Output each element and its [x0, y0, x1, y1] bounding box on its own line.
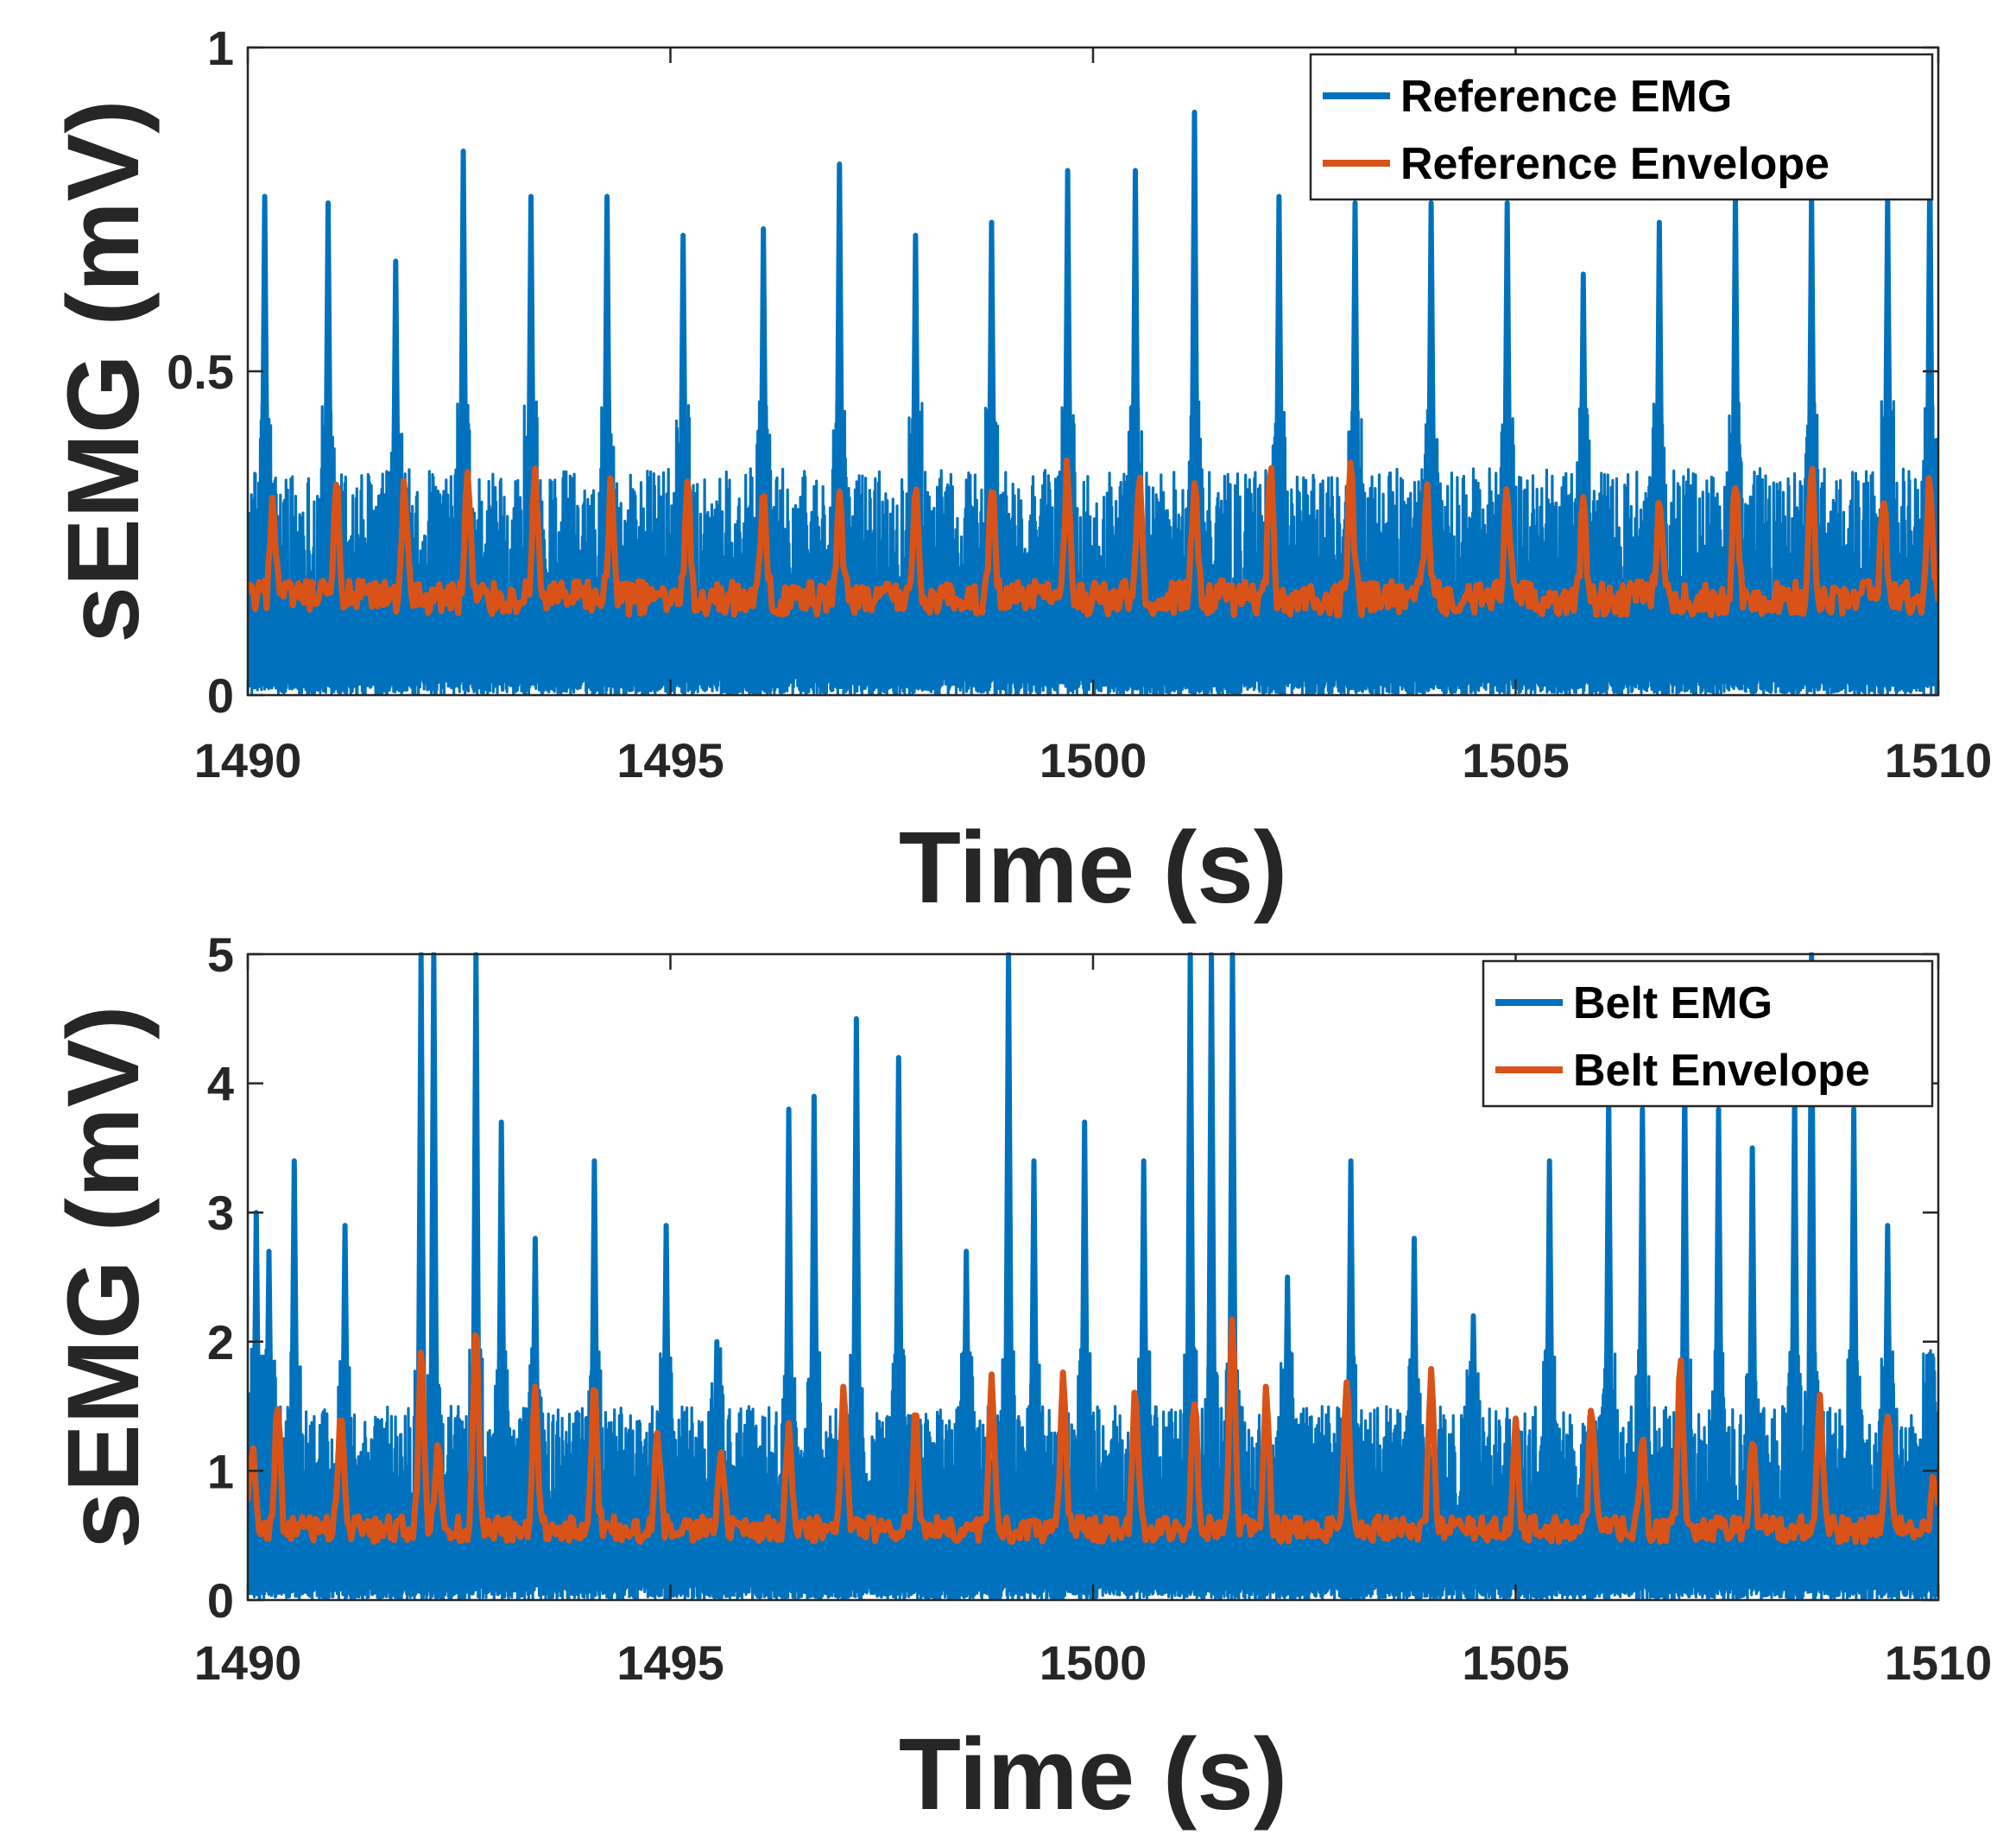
emg-peak — [960, 1249, 973, 1588]
x-tick-label: 1510 — [1885, 733, 1993, 788]
emg-peak — [1636, 1106, 1649, 1588]
emg-peak — [1746, 1145, 1759, 1588]
envelope-trace — [248, 1316, 1938, 1545]
x-tick-label: 1500 — [1040, 733, 1147, 788]
y-tick-label: 0.5 — [167, 345, 234, 399]
legend: Reference EMG Reference Envelope — [1309, 53, 1934, 201]
x-tick-label: 1505 — [1462, 733, 1570, 788]
emg-peak — [807, 1093, 820, 1588]
legend-label: Reference Envelope — [1400, 139, 1830, 189]
belt-emg-panel: 0 1 2 3 4 5 1490 1495 1500 1505 1510 Time (s) sEMG (… — [47, 927, 1992, 1831]
emg-peak — [258, 193, 271, 683]
x-tick-label: 1510 — [1885, 1635, 1993, 1690]
emg-peak — [389, 258, 402, 683]
y-tick-label: 5 — [207, 927, 234, 982]
emg-peak — [495, 1119, 508, 1588]
emg-peak — [660, 1223, 673, 1588]
x-tick-label: 1495 — [616, 733, 724, 788]
emg-peak — [322, 200, 334, 683]
legend: Belt EMG Belt Envelope — [1482, 959, 1934, 1108]
x-tick-label: 1495 — [616, 1635, 724, 1690]
emg-trace — [248, 399, 1938, 695]
emg-peak — [1467, 1313, 1480, 1588]
y-tick-label: 1 — [207, 21, 234, 75]
emg-peak — [892, 1054, 905, 1588]
envelope-trace — [248, 457, 1938, 618]
x-tick-label: 1505 — [1462, 1635, 1570, 1690]
emg-peak — [1712, 1106, 1725, 1588]
legend-box — [1482, 959, 1934, 1108]
emg-peak — [1137, 1158, 1150, 1588]
legend-label: Belt EMG — [1573, 978, 1773, 1028]
y-tick-label: 4 — [207, 1057, 234, 1111]
legend-box — [1309, 53, 1934, 201]
x-tick-label: 1490 — [194, 1635, 302, 1690]
emg-peak — [1281, 1275, 1294, 1588]
y-axis-label: sEMG (mV) — [47, 99, 161, 642]
y-tick-label: 0 — [207, 1573, 234, 1628]
emg-peak — [1848, 1106, 1861, 1588]
x-axis-label: Time (s) — [899, 811, 1287, 925]
emg-peak — [1408, 1236, 1420, 1588]
legend-label: Reference EMG — [1400, 72, 1732, 122]
emg-peak — [1027, 1158, 1040, 1588]
y-axis-label: sEMG (mV) — [47, 1005, 161, 1548]
legend-label: Belt Envelope — [1573, 1046, 1870, 1096]
emg-peak — [262, 1249, 275, 1588]
y-tick-label: 3 — [207, 1186, 234, 1240]
y-tick-label: 0 — [207, 668, 234, 723]
x-axis-label: Time (s) — [899, 1717, 1287, 1831]
emg-peak — [1543, 1158, 1556, 1588]
emg-peak — [288, 1158, 300, 1588]
x-tick-label: 1500 — [1040, 1635, 1147, 1690]
emg-peak — [850, 1015, 863, 1588]
reference-emg-panel: 0 0.5 1 1490 1495 1500 1505 1510 Time (s) sEMG (m… — [47, 21, 1992, 925]
emg-peak — [1273, 193, 1286, 683]
emg-peak — [1078, 1119, 1091, 1588]
y-tick-label: 1 — [207, 1444, 234, 1498]
x-tick-label: 1490 — [194, 733, 302, 788]
y-tick-label: 2 — [207, 1315, 234, 1369]
